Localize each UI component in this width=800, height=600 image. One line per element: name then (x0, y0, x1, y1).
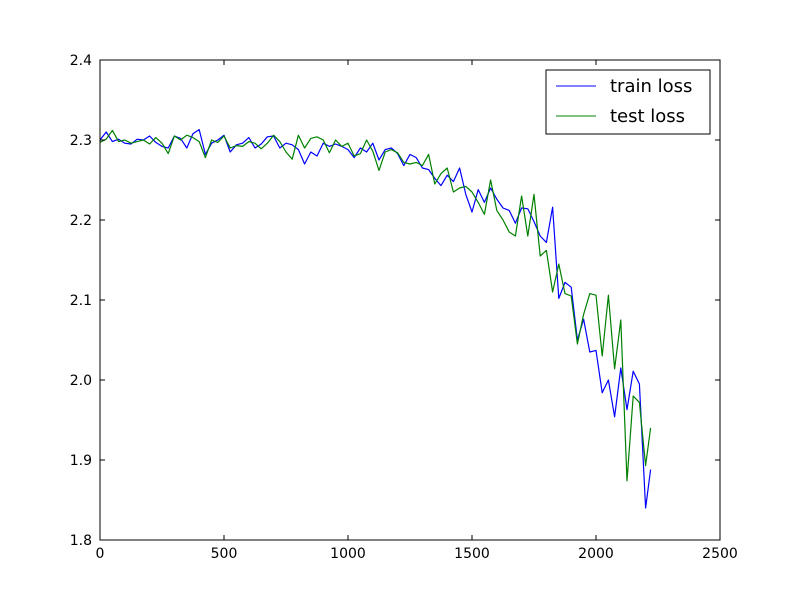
x-tick-label: 2000 (578, 546, 614, 562)
x-tick-label: 1500 (454, 546, 490, 562)
series-line-test-loss (99, 129, 652, 482)
y-tick-label: 2.1 (70, 293, 92, 309)
y-tick-label: 2.2 (70, 213, 92, 229)
axes-ticks: 0 500 1000 1500 2000 2500 1.8 1.9 2.0 2.1 2.2 2.3 2.… (70, 53, 738, 562)
x-tick-label: 0 (96, 546, 105, 562)
y-tick-label: 2.3 (70, 133, 92, 149)
plot-area-frame (99, 59, 721, 541)
x-tick-label: 2500 (702, 546, 738, 562)
legend: train loss test loss (545, 69, 711, 135)
series-line-train-loss (99, 129, 652, 509)
plot-lines (99, 129, 652, 509)
x-tick-label: 500 (211, 546, 238, 562)
legend-label-test: test loss (610, 106, 685, 127)
y-tick-label: 1.9 (70, 453, 92, 469)
y-tick-label: 1.8 (70, 533, 92, 549)
y-tick-label: 2.4 (70, 53, 92, 69)
y-tick-label: 2.0 (70, 373, 92, 389)
x-tick-label: 1000 (330, 546, 366, 562)
legend-label-train: train loss (610, 76, 692, 97)
legend-box (545, 69, 711, 135)
